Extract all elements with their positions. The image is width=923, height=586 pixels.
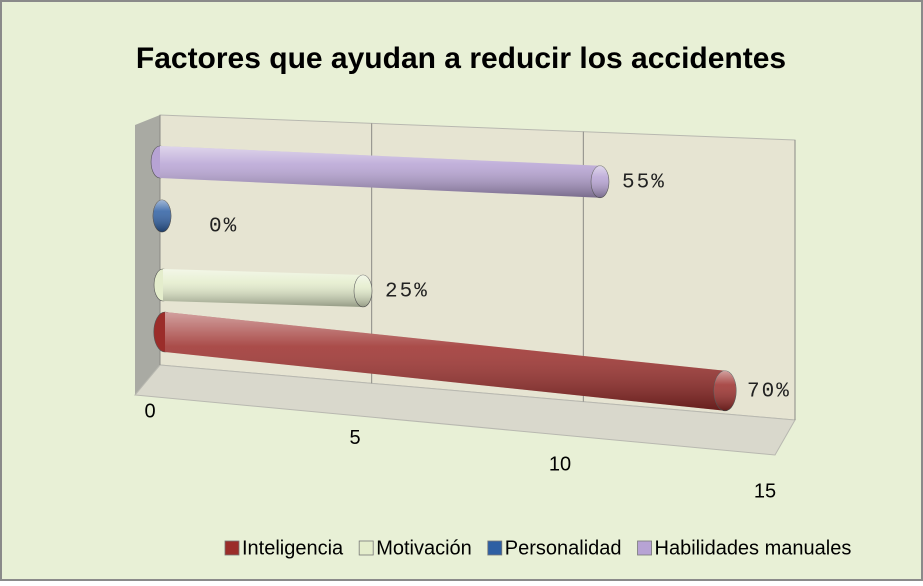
bar-end-shine — [591, 165, 609, 198]
legend-swatch — [358, 540, 374, 556]
bar-end-shine — [713, 370, 737, 411]
bar-shine — [160, 146, 600, 198]
x-tick-label: 15 — [754, 480, 776, 502]
legend-label: Habilidades manuales — [655, 537, 852, 559]
bar-shine — [163, 269, 363, 307]
bar-end-shine — [153, 200, 171, 232]
data-label: 70% — [747, 380, 791, 403]
chart-title: Factores que ayudan a reducir los accide… — [136, 42, 786, 75]
data-label: 55% — [622, 171, 666, 194]
x-tick-label: 10 — [549, 454, 571, 476]
bar-shine — [165, 312, 725, 411]
data-label: 0% — [209, 216, 238, 239]
legend-label: Inteligencia — [242, 537, 344, 559]
x-tick-label: 0 — [144, 400, 155, 422]
bar — [153, 268, 373, 308]
legend-label: Personalidad — [505, 537, 622, 559]
legend-swatch — [487, 540, 503, 556]
legend-swatch — [637, 540, 652, 556]
bar-end-shine — [354, 275, 372, 307]
data-label: 25% — [385, 281, 429, 304]
bar — [152, 199, 172, 233]
bar — [153, 311, 737, 412]
bar — [150, 145, 610, 199]
legend-label: Motivación — [376, 537, 472, 559]
x-tick-label: 5 — [349, 427, 360, 449]
side-wall — [135, 115, 160, 395]
legend-swatch — [224, 540, 240, 556]
